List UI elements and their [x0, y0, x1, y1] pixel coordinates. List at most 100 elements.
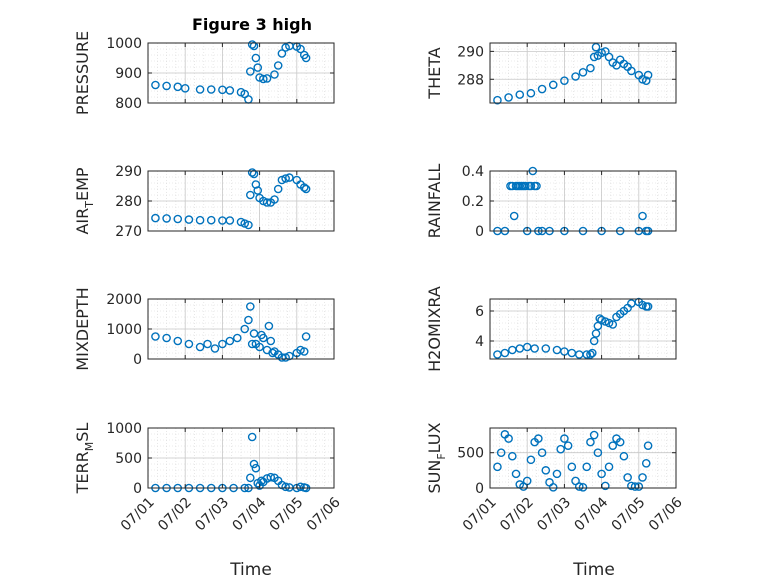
data-point-h2omixra — [541, 344, 551, 353]
data-point-pressure — [270, 70, 279, 79]
y-tick-label: 0 — [133, 352, 142, 368]
y-axis-label: THETA — [425, 47, 444, 99]
data-point-mixdepth — [218, 339, 227, 349]
data-point-h2omixra — [591, 329, 601, 338]
x-tick-label: 07/06 — [304, 494, 344, 534]
data-point-h2omixra — [608, 320, 618, 329]
y-tick-label: 0.4 — [462, 164, 484, 180]
y-axis-label: SUNFLUX — [425, 422, 448, 493]
data-point-theta — [591, 42, 601, 52]
y-tick-label: 0 — [475, 224, 484, 240]
data-point-theta — [537, 84, 547, 94]
data-point-sun-flux — [589, 430, 599, 440]
data-point-sun-flux — [560, 434, 569, 443]
data-point-sun-flux — [615, 437, 625, 447]
data-point-sun-flux — [563, 441, 573, 450]
data-point-air-temp — [281, 174, 290, 183]
y-tick-label: 4 — [475, 334, 484, 350]
data-point-terr-msl — [249, 459, 259, 469]
data-point-pressure — [277, 49, 287, 58]
y-tick-label: 270 — [115, 224, 142, 240]
data-point-pressure — [259, 74, 268, 84]
data-point-mixdepth — [247, 339, 257, 349]
data-point-pressure — [162, 81, 171, 91]
data-point-sun-flux — [593, 448, 603, 458]
data-point-sun-flux — [578, 482, 588, 492]
y-tick-label: 290 — [115, 164, 142, 180]
subplot-theta: 288 290 THETA — [425, 42, 677, 105]
data-point-mixdepth — [173, 336, 183, 346]
data-point-sun-flux — [548, 482, 558, 492]
axes-box — [489, 427, 677, 489]
data-point-mixdepth — [210, 344, 220, 353]
data-point-sun-flux — [597, 469, 606, 479]
x-tick-label: 07/03 — [192, 494, 232, 534]
data-point-theta — [515, 90, 525, 99]
x-tick-label: 07/06 — [646, 494, 686, 534]
data-point-pressure — [301, 53, 311, 63]
data-point-mixdepth — [264, 321, 274, 331]
data-point-terr-msl — [251, 463, 261, 473]
data-point-terr-msl — [245, 473, 255, 483]
data-point-sun-flux — [638, 473, 647, 482]
subplot-air-temp: 270 280 290 AIRTEMP — [73, 164, 335, 240]
data-point-theta — [571, 72, 580, 81]
data-point-h2omixra — [589, 336, 599, 346]
subplot-rainfall: 0 0.2 0.4 RAINFALL — [425, 164, 677, 240]
data-point-sun-flux — [556, 444, 565, 454]
y-tick-label: 0 — [475, 481, 484, 497]
data-point-mixdepth — [151, 332, 160, 341]
data-point-pressure — [249, 41, 259, 51]
data-point-air-temp — [253, 186, 263, 195]
data-point-sun-flux — [526, 455, 536, 465]
data-point-pressure — [151, 80, 160, 90]
data-point-terr-msl — [281, 482, 290, 492]
data-point-mixdepth — [259, 333, 268, 343]
data-point-sun-flux — [574, 482, 584, 491]
subplot-mixdepth: 0 1000 2000 MIXDEPTH — [73, 287, 335, 371]
y-axis-label: RAINFALL — [425, 164, 444, 239]
x-axis-label-right: Time — [572, 560, 615, 580]
data-point-air-temp — [247, 168, 257, 177]
subplot-h2omixra: 4 6 H2OMIXRA — [425, 286, 677, 372]
x-axis-label-left: Time — [229, 560, 272, 580]
y-tick-label: 1000 — [106, 421, 142, 437]
data-point-mixdepth — [203, 339, 212, 349]
data-point-mixdepth — [225, 336, 235, 346]
data-point-air-temp — [151, 213, 160, 223]
data-point-air-temp — [195, 215, 205, 225]
y-axis-label: TERRMSL — [73, 423, 96, 495]
x-tick-label: 07/01 — [118, 494, 158, 534]
data-point-mixdepth — [299, 347, 309, 356]
data-point-theta — [526, 88, 536, 98]
data-point-theta — [597, 48, 606, 58]
y-tick-label: 290 — [457, 44, 484, 60]
data-point-mixdepth — [184, 339, 194, 349]
data-point-h2omixra — [500, 348, 510, 358]
x-tick-label: 07/02 — [155, 494, 195, 534]
data-point-air-temp — [251, 180, 261, 189]
y-tick-label: 500 — [115, 451, 142, 467]
data-point-rainfall — [638, 211, 647, 221]
data-point-air-temp — [301, 184, 311, 194]
y-tick-label: 1000 — [106, 36, 142, 52]
y-tick-label: 280 — [115, 194, 142, 210]
data-point-theta — [641, 76, 651, 85]
data-point-pressure — [245, 67, 255, 76]
data-point-sun-flux — [496, 448, 506, 458]
data-point-rainfall — [521, 181, 530, 191]
data-point-h2omixra — [593, 321, 603, 331]
data-point-pressure — [296, 44, 305, 54]
data-point-air-temp — [270, 195, 279, 204]
data-point-theta — [560, 76, 569, 85]
data-point-air-temp — [184, 215, 194, 224]
x-tick-label: 07/02 — [497, 494, 537, 534]
data-point-terr-msl — [266, 472, 276, 482]
data-point-sun-flux — [508, 451, 517, 461]
data-point-pressure — [262, 74, 272, 83]
x-tick-label: 07/05 — [267, 494, 307, 534]
data-point-pressure — [206, 85, 216, 94]
data-point-sun-flux — [623, 473, 632, 482]
